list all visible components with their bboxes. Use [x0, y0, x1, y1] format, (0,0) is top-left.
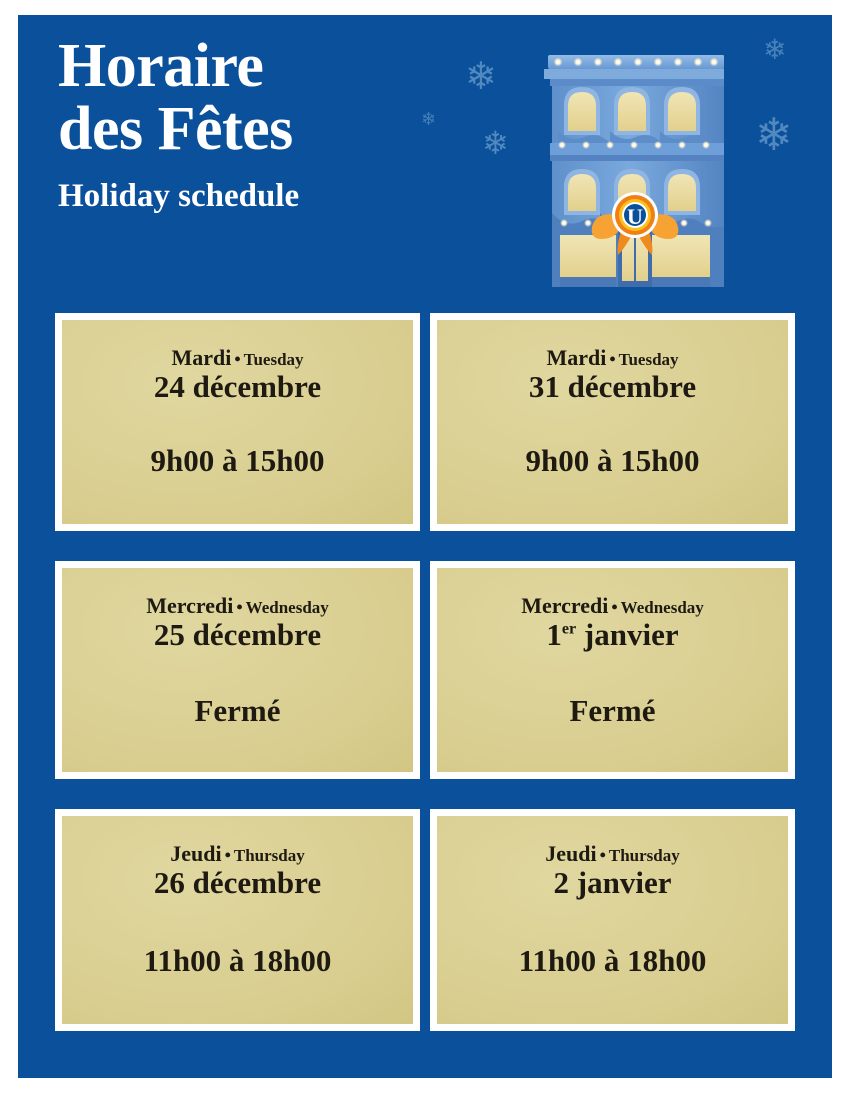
card-day-fr: Mercredi [146, 593, 234, 618]
card-date-ordinal: er [561, 620, 577, 638]
card-day-fr: Jeudi [170, 841, 222, 866]
card-day-fr: Mardi [171, 345, 232, 370]
schedule-cards-grid: Mardi • Tuesday 24 décembre 9h00 à 15h00 M… [55, 313, 795, 1031]
store-building-illustration: U [534, 27, 724, 292]
card-hours: Fermé [194, 692, 281, 728]
page-title-line-1: Horaire [58, 32, 264, 100]
svg-text:U: U [627, 204, 643, 229]
schedule-card: Jeudi • Thursday 26 décembre 11h00 à 18h00 [55, 809, 420, 1031]
card-day-en: Tuesday [243, 350, 304, 369]
card-day-line: Mercredi • Wednesday [146, 594, 329, 617]
card-date-month: janvier [576, 617, 679, 653]
card-day-line: Mardi • Tuesday [171, 346, 303, 369]
title-block: Horaire des Fêtes Holiday schedule [58, 32, 478, 215]
card-hours: 11h00 à 18h00 [518, 942, 707, 978]
card-hours: 9h00 à 15h00 [525, 442, 700, 478]
card-date: 26 décembre [153, 865, 322, 901]
card-day-separator: • [599, 845, 606, 865]
card-day-separator: • [611, 597, 618, 617]
card-hours: Fermé [569, 692, 656, 728]
schedule-card: Mardi • Tuesday 31 décembre 9h00 à 15h00 [430, 313, 795, 531]
card-day-en: Tuesday [618, 350, 679, 369]
card-date: 31 décembre [528, 369, 697, 405]
holiday-schedule-poster: ❄ ❄ ❄ ❄ ❄ Horaire des Fêtes Holiday sche… [18, 15, 832, 1078]
card-day-separator: • [236, 597, 243, 617]
schedule-card: Mardi • Tuesday 24 décembre 9h00 à 15h00 [55, 313, 420, 531]
card-day-fr: Jeudi [545, 841, 597, 866]
card-hours: 11h00 à 18h00 [143, 942, 332, 978]
card-day-en: Wednesday [620, 598, 704, 617]
card-date: 2 janvier [553, 865, 672, 901]
card-hours: 9h00 à 15h00 [150, 442, 325, 478]
store-badge-u-logo: U [612, 192, 658, 238]
page-subtitle: Holiday schedule [58, 178, 300, 215]
poster-header: Horaire des Fêtes Holiday schedule [18, 15, 832, 305]
card-day-separator: • [224, 845, 231, 865]
card-day-line: Jeudi • Thursday [170, 842, 305, 865]
schedule-card: Mercredi • Wednesday 25 décembre Fermé [55, 561, 420, 779]
card-day-separator: • [609, 349, 616, 369]
card-day-line: Mercredi • Wednesday [521, 594, 704, 617]
card-day-en: Thursday [608, 846, 680, 865]
page-title-line-2: des Fêtes [58, 95, 293, 164]
card-day-line: Jeudi • Thursday [545, 842, 680, 865]
card-date-number: 1 [546, 617, 562, 653]
card-day-en: Thursday [233, 846, 305, 865]
card-day-fr: Mercredi [521, 593, 609, 618]
card-date: 25 décembre [153, 617, 322, 653]
card-date: 1er janvier [546, 618, 678, 652]
card-day-fr: Mardi [546, 345, 607, 370]
schedule-card: Mercredi • Wednesday 1er janvier Fermé [430, 561, 795, 779]
card-day-separator: • [234, 349, 241, 369]
card-date: 24 décembre [153, 369, 322, 405]
card-day-line: Mardi • Tuesday [546, 346, 678, 369]
card-day-en: Wednesday [245, 598, 329, 617]
schedule-card: Jeudi • Thursday 2 janvier 11h00 à 18h00 [430, 809, 795, 1031]
